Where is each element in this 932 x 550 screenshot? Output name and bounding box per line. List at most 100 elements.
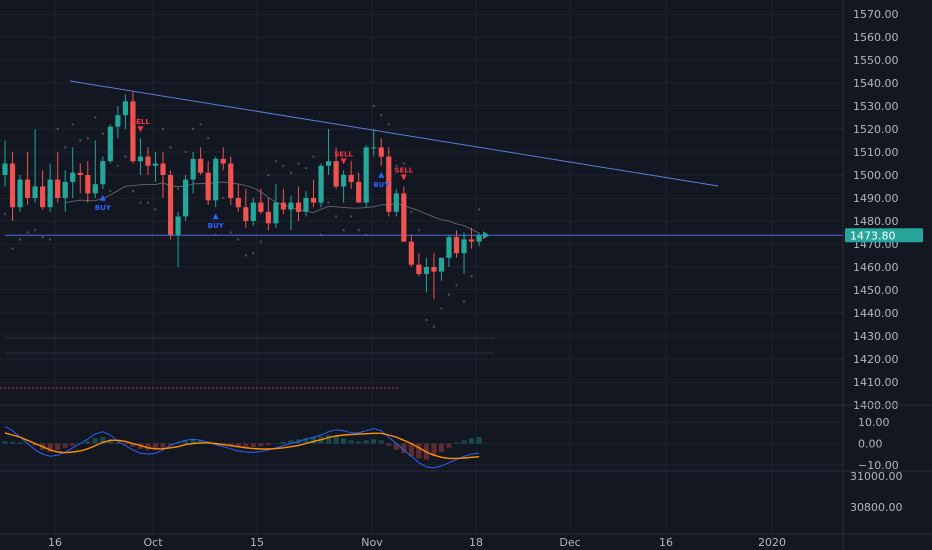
- trailing-stop-dot: [252, 252, 255, 255]
- trailing-stop-dot: [455, 284, 458, 287]
- candle-body: [235, 198, 241, 208]
- buy-arrow: [378, 171, 385, 178]
- macd-histogram-bar: [341, 438, 347, 444]
- macd-histogram-bar: [235, 443, 241, 448]
- trailing-stop-dot: [297, 162, 300, 165]
- macd-histogram-bar: [198, 440, 204, 444]
- macd-histogram-bar: [175, 442, 181, 444]
- candle-body: [341, 175, 347, 187]
- macd-histogram-bar: [378, 440, 384, 444]
- trailing-stop-dot: [131, 190, 134, 193]
- trailing-stop-dot: [342, 229, 345, 232]
- trailing-stop-dot: [4, 213, 6, 216]
- candle-body: [2, 163, 8, 175]
- candle-body: [167, 175, 174, 235]
- candle-body: [250, 202, 256, 221]
- candle-body: [115, 115, 121, 127]
- trailing-stop-dot: [116, 164, 119, 167]
- candle-body: [198, 158, 204, 173]
- price-tick-label: 1410.00: [853, 376, 899, 389]
- trailing-stop-dot: [154, 208, 157, 211]
- macd-histogram-bar: [288, 440, 294, 444]
- candle-body: [280, 202, 287, 210]
- candle-body: [220, 158, 226, 164]
- macd-histogram-bar: [408, 443, 414, 457]
- candle-body: [190, 158, 196, 180]
- trailing-stop-dot: [49, 238, 52, 241]
- macd-histogram-bar: [107, 439, 113, 444]
- candle-body: [265, 211, 271, 224]
- trailing-stop-dot: [259, 240, 262, 243]
- candle-body: [356, 181, 362, 203]
- trailing-stop-dot: [199, 123, 202, 126]
- macd-histogram-bar: [468, 438, 475, 444]
- macd-histogram-bar: [130, 443, 136, 447]
- candle-body: [55, 179, 61, 198]
- trailing-stop-dot: [289, 171, 292, 174]
- macd-histogram-bar: [371, 439, 377, 444]
- time-tick-label: 16: [659, 536, 673, 549]
- candle-body: [288, 202, 294, 210]
- trailing-stop-dot: [305, 167, 307, 170]
- candle-body: [24, 179, 31, 198]
- candles: [2, 92, 482, 300]
- trailing-stop-dot: [184, 151, 187, 153]
- macd-histogram-bar: [461, 440, 467, 444]
- macd-histogram-bar: [280, 441, 287, 444]
- overlay-lines: [0, 80, 843, 389]
- candle-body: [32, 186, 38, 198]
- macd-histogram-bar: [363, 440, 369, 444]
- macd-histogram-bar: [145, 443, 151, 450]
- macd-histogram-bar: [446, 443, 452, 448]
- candle-body: [468, 239, 475, 242]
- time-tick-label: Dec: [559, 536, 580, 549]
- trailing-stop-dot: [244, 254, 247, 257]
- candle-body: [453, 237, 460, 254]
- candle-body: [160, 163, 166, 175]
- buy-signal-label: BUY: [373, 181, 390, 189]
- candle-body: [40, 186, 46, 208]
- trailing-stop-dot: [387, 123, 390, 126]
- trailing-stop-dot: [447, 293, 450, 296]
- price-tick-label: 1540.00: [853, 77, 899, 90]
- trailing-stop-dot: [79, 139, 82, 142]
- macd-histogram-bar: [303, 438, 309, 444]
- candle-body: [122, 101, 128, 116]
- macd-tick-label: 10.00: [858, 416, 890, 429]
- trailing-stop-dot: [463, 300, 466, 303]
- trailing-stop-dot: [169, 146, 172, 149]
- sell-signal-label: SELL: [334, 150, 353, 158]
- macd-histogram-bar: [401, 443, 407, 454]
- last-price-badge: 1473.80: [845, 228, 923, 243]
- trailing-stop-dot: [432, 325, 435, 328]
- trailing-stop-dot: [350, 215, 353, 218]
- macd-histogram-bar: [416, 443, 422, 459]
- macd-histogram-bar: [47, 443, 53, 453]
- candle-body: [408, 241, 414, 265]
- trailing-stop-dot: [357, 229, 360, 232]
- macd-histogram-bar: [243, 443, 249, 448]
- trailing-stop-dot: [335, 215, 338, 218]
- macd-histogram-bar: [183, 440, 189, 444]
- price-tick-label: 1520.00: [853, 123, 899, 136]
- price-tick-label: 1530.00: [853, 100, 899, 113]
- macd-histogram-bar: [356, 441, 362, 444]
- candle-body: [476, 234, 482, 242]
- trailing-stop-dot: [94, 116, 97, 119]
- trailing-stop-dot: [229, 231, 232, 234]
- candle-body: [325, 161, 332, 166]
- candle-body: [416, 264, 422, 274]
- sell-arrow: [137, 126, 144, 133]
- sell-signal-label: SELL: [394, 167, 413, 175]
- time-tick-label: Nov: [361, 536, 383, 549]
- macd-histogram-bar: [167, 443, 174, 446]
- trailing-stop-dot: [124, 155, 127, 158]
- last-price-marker: [483, 231, 490, 240]
- macd-histogram-bar: [55, 443, 61, 450]
- macd-histogram-bar: [160, 443, 166, 448]
- macd-histogram-bar: [85, 441, 91, 444]
- trailing-stop-dot: [425, 318, 428, 321]
- price-tick-label: 1510.00: [853, 146, 899, 159]
